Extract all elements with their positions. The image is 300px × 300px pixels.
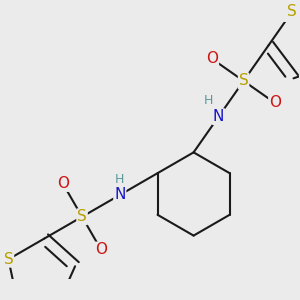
Text: O: O bbox=[57, 176, 69, 191]
Text: S: S bbox=[4, 252, 13, 267]
Text: H: H bbox=[115, 172, 124, 186]
Text: S: S bbox=[239, 74, 248, 88]
Text: S: S bbox=[287, 4, 297, 19]
Text: S: S bbox=[77, 209, 87, 224]
Text: H: H bbox=[204, 94, 213, 107]
Text: O: O bbox=[269, 95, 281, 110]
Text: N: N bbox=[213, 109, 224, 124]
Text: N: N bbox=[114, 188, 125, 202]
Text: O: O bbox=[206, 52, 218, 67]
Text: O: O bbox=[95, 242, 107, 257]
